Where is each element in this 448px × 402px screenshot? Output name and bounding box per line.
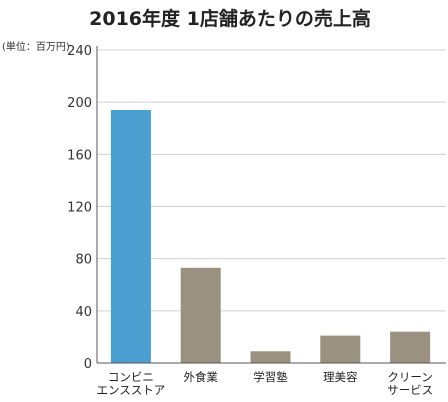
y-tick-labels: 0 40 80 120 160 200 240	[67, 44, 92, 372]
x-category-label-line: 理美容	[323, 370, 358, 384]
x-category-label: 学習塾	[253, 370, 288, 384]
y-tick-label: 120	[67, 201, 92, 216]
x-category-label: 理美容	[323, 370, 358, 384]
y-tick-label: 80	[75, 253, 92, 268]
chart-title: 2016年度 1店舗あたりの売上高	[89, 7, 371, 30]
y-tick-label: 0	[84, 357, 92, 372]
x-category-label: クリーンサービス	[387, 370, 433, 397]
x-category-label-line: 外食業	[183, 370, 218, 384]
gridlines	[97, 49, 446, 312]
bars	[110, 109, 431, 363]
bar	[110, 109, 151, 363]
bar	[250, 351, 291, 363]
x-category-label: 外食業	[183, 370, 218, 384]
y-tick-label: 40	[75, 305, 92, 320]
bar	[390, 331, 431, 363]
unit-label: (単位：百万円)	[2, 40, 70, 53]
x-category-label-line: クリーン	[387, 370, 432, 384]
x-category-label-line: サービス	[387, 383, 433, 397]
x-category-label-line: コンビニ	[108, 370, 154, 384]
x-category-label-line: エンスストア	[97, 383, 166, 397]
y-tick-label: 240	[67, 44, 92, 59]
axes	[96, 46, 446, 364]
bar	[320, 335, 361, 363]
bar	[180, 267, 221, 363]
x-category-label-line: 学習塾	[253, 370, 288, 384]
y-tick-label: 160	[67, 148, 92, 163]
x-category-labels: コンビニエンスストア 外食業 学習塾 理美容 クリーンサービス	[97, 370, 434, 397]
x-category-label: コンビニエンスストア	[97, 370, 166, 397]
y-tick-label: 200	[67, 96, 92, 111]
